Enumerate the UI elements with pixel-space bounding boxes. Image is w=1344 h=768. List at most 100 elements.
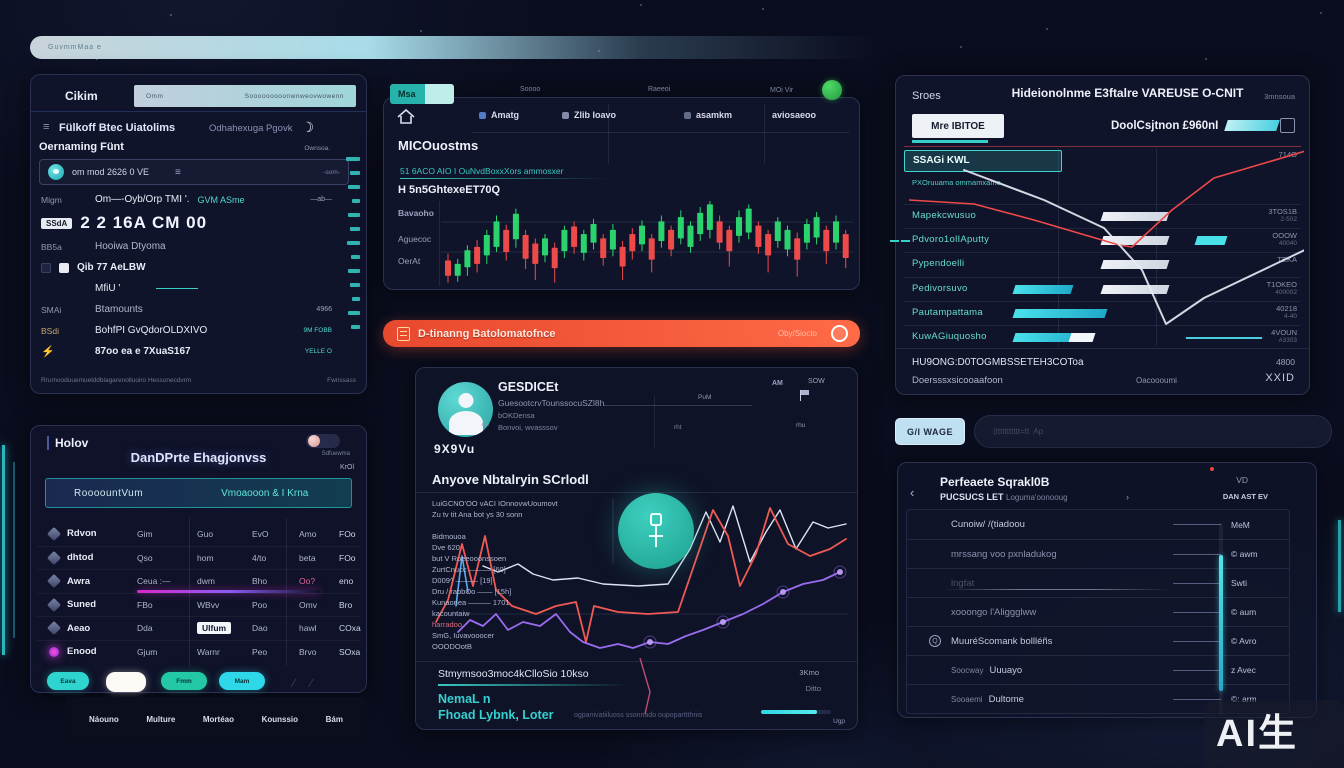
tabbar-left-label: Omm: [146, 92, 164, 100]
mini-bar: [352, 297, 360, 301]
stats-row[interactable]: Pautampattama 40218 4-40: [904, 300, 1301, 327]
bottom-nav-item[interactable]: Multure: [146, 714, 176, 724]
footer-progress[interactable]: [761, 710, 831, 714]
flag-icon: [801, 390, 809, 395]
list-item[interactable]: lngfat Swti: [907, 568, 1289, 597]
menu-icon[interactable]: ≡: [43, 121, 50, 133]
scrollbar-thumb[interactable]: [1219, 555, 1223, 691]
avatar[interactable]: [438, 382, 493, 437]
highlight-cell[interactable]: SSAGi KWL: [904, 150, 1062, 172]
markets-toggle[interactable]: [306, 434, 340, 448]
table-row[interactable]: dhtod Qso hom 4/to beta FOo: [37, 545, 360, 569]
teal-chip: [1194, 236, 1228, 246]
key-badge[interactable]: [618, 493, 694, 569]
stats-row[interactable]: Pypendoelli TEKA: [904, 252, 1301, 278]
nav-item-1[interactable]: Amatg: [479, 110, 519, 120]
mini-bar-stack: [342, 157, 360, 329]
tab-accounts[interactable]: RoooountVum: [74, 487, 144, 499]
table-row[interactable]: Suned FBo WBvv Poo Omv Bro: [37, 592, 360, 616]
home-icon[interactable]: [396, 108, 416, 126]
global-search-bar[interactable]: GuvmmMaa e: [30, 36, 875, 59]
stats-row[interactable]: SSAGi KWL PXOruuama ommamxamo 714O: [904, 148, 1301, 202]
table-row[interactable]: Aeao Dda Ulfum Dao hawl COxa: [37, 616, 361, 639]
star: [1205, 58, 1207, 60]
row-link[interactable]: GVM ASme: [197, 194, 245, 205]
right-search-input[interactable]: [974, 415, 1332, 448]
wage-button[interactable]: G/l WAGE: [895, 418, 965, 445]
nav-item-4[interactable]: aviosaeoo: [772, 110, 816, 120]
alert-banner[interactable]: D-tinanng Batolomatofnce Oby/Siocto: [383, 320, 860, 347]
nav-item-3[interactable]: asamkm: [684, 110, 732, 120]
account-row[interactable]: Migm Om—-Oyb/Orp TMI '. GVM ASme —ab—: [31, 189, 342, 210]
footer-small-text: ogpanivatiiluoss ssonnado oupoparttthnis: [574, 712, 703, 719]
stats-white-button[interactable]: Mre IBITOE: [912, 114, 1004, 138]
value-line: [1173, 640, 1221, 642]
stats-rows: SSAGi KWL PXOruuama ommamxamo 714O Mapekcwu…: [890, 148, 1301, 351]
market-badge[interactable]: Msa: [390, 84, 454, 104]
hamburger-icon[interactable]: ≡: [175, 166, 181, 178]
watermark-text: AI生成: [1216, 713, 1299, 755]
chart-line-purple: [457, 571, 841, 649]
list-item[interactable]: Cunoiw/ /(tiadoou MeM: [907, 510, 1289, 539]
bottom-nav-item[interactable]: Mortéao: [202, 714, 234, 724]
pill-button[interactable]: [106, 672, 146, 692]
table-row[interactable]: Awra Ceua :— dwm Bho Oo? eno: [37, 569, 360, 593]
account-row[interactable]: ⚡ 87oo ea e 7XuaS167 YELLE O: [31, 341, 342, 362]
cell-value: Gjum: [137, 646, 158, 657]
list-item[interactable]: Sooaemi Dultome ©: arm: [907, 684, 1289, 713]
list-subtitle-rest: Loguma'oonooug: [1006, 493, 1068, 502]
stats-row[interactable]: Mapekcwusuo 3TOS1B 2-502: [904, 204, 1301, 230]
asset-name: dhtod: [67, 552, 94, 563]
toggle-note: Sdfuewma: [321, 451, 350, 457]
coin-icon: [46, 597, 62, 612]
candle-body: [590, 223, 597, 243]
account-title: Fülkoff Btec Uiatolims: [59, 122, 176, 134]
pill-button[interactable]: Eava: [47, 672, 89, 690]
account-select-row[interactable]: om mod 2626 0 VE ≡ -som-: [39, 159, 349, 185]
section-divider: [416, 492, 857, 493]
badge-label: Msa: [398, 89, 416, 99]
bottom-nav-item[interactable]: Kounssio: [261, 714, 299, 724]
list-item[interactable]: Soocway Uuuayo z Avec: [907, 655, 1289, 684]
bottom-nav-item[interactable]: Náouno: [89, 714, 119, 724]
stats-footer-2-mid: Oacoooumi: [1136, 376, 1177, 385]
account-row[interactable]: SSdA 2 2 16A CM 00: [31, 210, 342, 236]
back-arrow-icon[interactable]: ‹: [910, 485, 915, 500]
account-row[interactable]: BB5a Hooiwa Dtyoma: [31, 236, 342, 257]
stats-checkbox[interactable]: [1280, 118, 1295, 133]
stats-row[interactable]: KuwAGiuquosho 4VOUN #3303: [904, 325, 1301, 351]
markets-header: Holov: [47, 436, 88, 450]
table-row[interactable]: Enood Gjum Warnr Peo Brvo SOxa: [37, 639, 360, 663]
value-line: [1173, 524, 1221, 525]
note-line: harradoo: [432, 620, 463, 629]
stats-row[interactable]: Pedivorsuvo T1OKEO 400002: [904, 276, 1301, 303]
profile-right-a: AM: [772, 380, 783, 387]
bottom-nav-item[interactable]: Bám: [325, 714, 343, 724]
account-row[interactable]: BSdi BohfPI GvQdorOLDXIVO 9M FOBB: [31, 320, 342, 341]
big-balance: 2 2 16A CM 00: [80, 213, 208, 232]
list-item[interactable]: Q MuuréScomank bollléñs © Avro: [907, 626, 1289, 655]
account-row[interactable]: SMAi Btamounts 4966: [31, 299, 342, 320]
tab-valuation[interactable]: Vmoaooon & I Krna: [221, 487, 309, 499]
moon-icon[interactable]: ☽: [301, 119, 314, 135]
account-row[interactable]: Qib 77 AeLBW: [31, 257, 342, 278]
stats-row[interactable]: Pdvoro1olIAputty OOOW 40040: [890, 228, 1301, 254]
account-tabbar[interactable]: Omm Sooooooooonwnweovwowenn: [134, 85, 356, 107]
note-line: ZurtCnucc ——— [60]: [432, 565, 506, 574]
account-row[interactable]: MfiU ': [31, 278, 342, 299]
profile-line-chart: [435, 499, 848, 649]
tab-cikim[interactable]: Cikim: [65, 89, 98, 103]
candle-body: [833, 221, 839, 243]
nav-item-2[interactable]: Zlib Ioavo: [562, 110, 616, 120]
drag-dashes[interactable]: ⁄ ⁄: [293, 676, 319, 690]
list-item[interactable]: mrssang voo pxnladukog © awm: [907, 539, 1289, 568]
banner-close-button[interactable]: [831, 325, 848, 342]
small-arrow-icon[interactable]: ›: [1126, 492, 1129, 502]
cell-value: Oo?: [299, 576, 316, 586]
candle-body: [677, 217, 684, 239]
list-item[interactable]: xooongo l'Aliggglww © aum: [907, 597, 1289, 626]
pill-button[interactable]: Fmm: [161, 672, 207, 690]
stats-title: Hideionolnme E3ftalre VAREUSE O-CNIT: [1011, 86, 1244, 100]
table-row[interactable]: Rdvon Gim Guo EvO Amo FOo: [37, 522, 360, 545]
pill-button[interactable]: Mam: [219, 672, 265, 690]
